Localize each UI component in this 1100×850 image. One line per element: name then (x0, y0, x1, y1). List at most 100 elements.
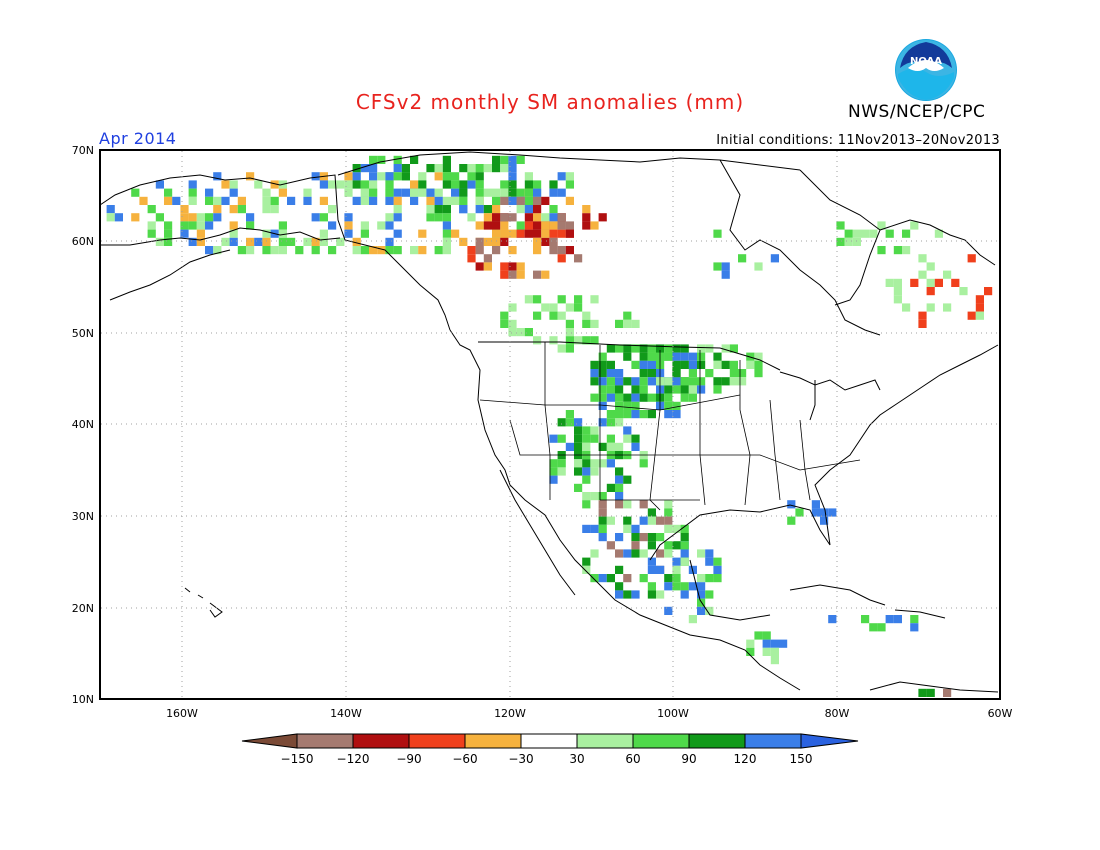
colorbar-box (688, 733, 746, 749)
anomaly-cell (656, 590, 665, 599)
anomaly-cell (508, 303, 517, 312)
anomaly-cell (549, 213, 558, 222)
anomaly-cell (631, 442, 640, 451)
anomaly-cell (664, 393, 673, 402)
anomaly-cell (639, 410, 648, 419)
anomaly-cell (582, 205, 591, 214)
anomaly-cell (369, 180, 378, 189)
anomaly-cell (606, 459, 615, 468)
anomaly-cell (705, 549, 714, 558)
anomaly-cell (639, 500, 648, 509)
anomaly-cell (590, 221, 599, 230)
anomaly-cell (549, 303, 558, 312)
anomaly-cell (500, 164, 509, 173)
anomaly-cell (557, 418, 566, 427)
anomaly-cell (647, 360, 656, 369)
anomaly-cell (746, 360, 755, 369)
anomaly-cell (623, 524, 632, 533)
anomaly-cell (492, 155, 501, 164)
anomaly-cell (500, 196, 509, 205)
anomaly-cell (582, 336, 591, 345)
anomaly-cell (303, 237, 312, 246)
anomaly-cell (680, 557, 689, 566)
anomaly-cell (582, 459, 591, 468)
anomaly-cell (442, 213, 451, 222)
anomaly-cell (533, 295, 542, 304)
anomaly-cell (861, 229, 870, 238)
anomaly-cell (541, 237, 550, 246)
anomaly-cell (410, 246, 419, 255)
anomaly-cell (188, 180, 197, 189)
anomaly-cell (606, 574, 615, 583)
anomaly-cell (836, 237, 845, 246)
anomaly-cell (492, 196, 501, 205)
anomaly-cell (852, 229, 861, 238)
anomaly-cell (557, 229, 566, 238)
anomaly-cell (647, 352, 656, 361)
anomaly-cell (459, 164, 468, 173)
anomaly-cell (590, 426, 599, 435)
anomaly-cell (623, 344, 632, 353)
anomaly-cell (590, 319, 599, 328)
anomaly-cell (500, 237, 509, 246)
anomaly-cell (590, 524, 599, 533)
anomaly-cell (229, 188, 238, 197)
anomaly-cell (893, 295, 902, 304)
anomaly-cell (237, 205, 246, 214)
anomaly-cell (615, 418, 624, 427)
anomaly-cell (770, 639, 779, 648)
anomaly-cell (508, 213, 517, 222)
anomaly-cell (762, 647, 771, 656)
anomaly-cell (164, 196, 173, 205)
anomaly-cell (500, 213, 509, 222)
anomaly-cell (541, 221, 550, 230)
anomaly-cell (131, 213, 140, 222)
anomaly-cell (844, 229, 853, 238)
anomaly-cell (623, 410, 632, 419)
anomaly-cell (533, 205, 542, 214)
anomaly-cell (615, 549, 624, 558)
anomaly-cell (155, 213, 164, 222)
anomaly-cell (615, 344, 624, 353)
colorbar-low-arrow (241, 733, 298, 749)
anomaly-cell (918, 319, 927, 328)
anomaly-cell (147, 229, 156, 238)
anomaly-cell (590, 377, 599, 386)
anomaly-cell (664, 582, 673, 591)
anomaly-cell (344, 180, 353, 189)
anomaly-cell (426, 205, 435, 214)
anomaly-cell (500, 311, 509, 320)
anomaly-cell (615, 467, 624, 476)
anomaly-cell (328, 246, 337, 255)
anomaly-cell (410, 196, 419, 205)
anomaly-cell (664, 549, 673, 558)
anomaly-cell (565, 410, 574, 419)
anomaly-cell (639, 377, 648, 386)
anomaly-cell (574, 303, 583, 312)
anomaly-cell (631, 410, 640, 419)
anomaly-cell (205, 221, 214, 230)
anomaly-cell (590, 434, 599, 443)
anomaly-cell (311, 246, 320, 255)
anomaly-cell (697, 360, 706, 369)
anomaly-cell (385, 237, 394, 246)
anomaly-cell (869, 229, 878, 238)
anomaly-cell (590, 459, 599, 468)
anomaly-cell (475, 237, 484, 246)
anomaly-cell (631, 385, 640, 394)
anomaly-cell (623, 516, 632, 525)
anomaly-cell (508, 262, 517, 271)
colorbar-box (520, 733, 578, 749)
anomaly-cell (697, 590, 706, 599)
anomaly-cell (606, 541, 615, 550)
anomaly-cell (557, 213, 566, 222)
anomaly-cell (713, 574, 722, 583)
anomaly-cell (697, 582, 706, 591)
anomaly-cell (549, 459, 558, 468)
anomaly-cell (582, 500, 591, 509)
anomaly-cell (205, 213, 214, 222)
anomaly-cell (623, 401, 632, 410)
anomaly-cell (442, 237, 451, 246)
anomaly-cell (352, 164, 361, 173)
anomaly-cell (598, 352, 607, 361)
